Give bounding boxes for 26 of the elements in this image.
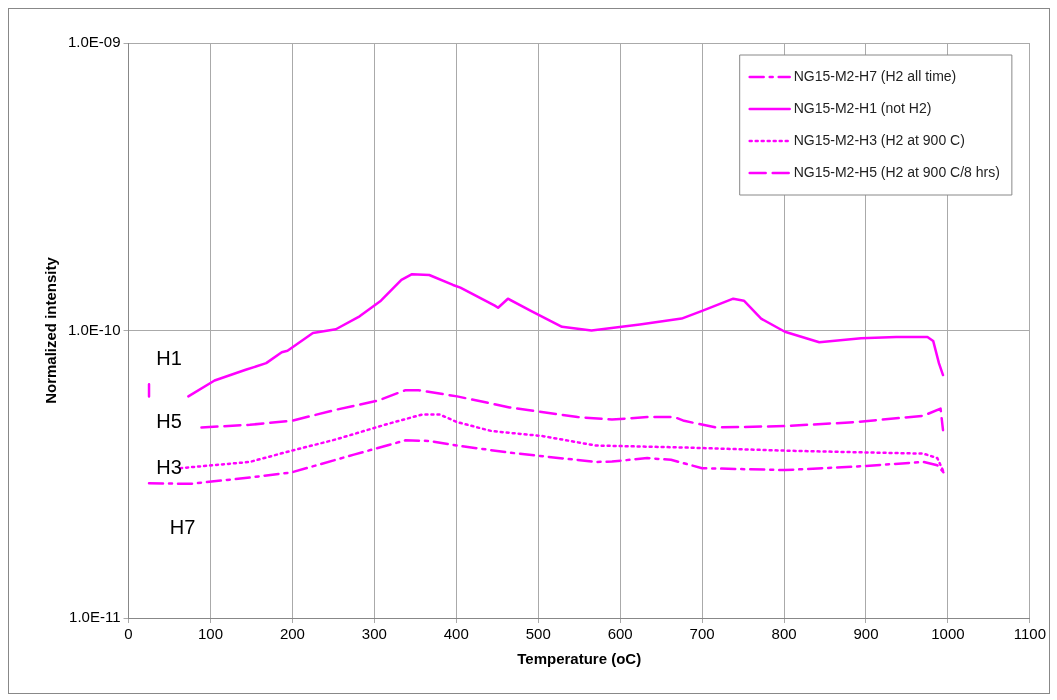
- y-axis-title: Normalized intensity: [42, 256, 60, 404]
- x-tick-label: 700: [689, 625, 715, 643]
- line-series: [200, 388, 945, 432]
- x-tick-label: 200: [279, 625, 305, 643]
- x-axis-title: Temperature (oC): [517, 650, 642, 668]
- y-tick-label: 1.0E-10: [67, 320, 121, 338]
- x-tick-label: 100: [197, 625, 223, 643]
- x-tick-label: 800: [771, 625, 797, 643]
- x-tick-label: 0: [124, 625, 133, 643]
- x-tick-label: 1000: [931, 625, 965, 643]
- legend-label: NG15-M2-H1 (not H2): [793, 99, 932, 116]
- x-tick-label: 900: [853, 625, 879, 643]
- y-tick-label: 1.0E-09: [67, 33, 121, 51]
- y-tick-label: 1.0E-11: [69, 608, 121, 626]
- x-tick-label: 500: [525, 625, 551, 643]
- x-tick-label: 600: [607, 625, 633, 643]
- legend-label: NG15-M2-H3 (H2 at 900 C): [793, 131, 965, 148]
- x-tick-label: 400: [443, 625, 469, 643]
- x-tick-label: 300: [361, 625, 387, 643]
- annotation: H7: [169, 516, 196, 539]
- legend-label: NG15-M2-H7 (H2 all time): [793, 67, 957, 84]
- x-tick-label: 1100: [1013, 625, 1046, 643]
- annotation: H3: [156, 456, 182, 479]
- annotation: H1: [156, 346, 182, 369]
- legend-label: NG15-M2-H5 (H2 at 900 C/8 hrs): [793, 163, 1000, 180]
- annotation: H5: [156, 410, 182, 433]
